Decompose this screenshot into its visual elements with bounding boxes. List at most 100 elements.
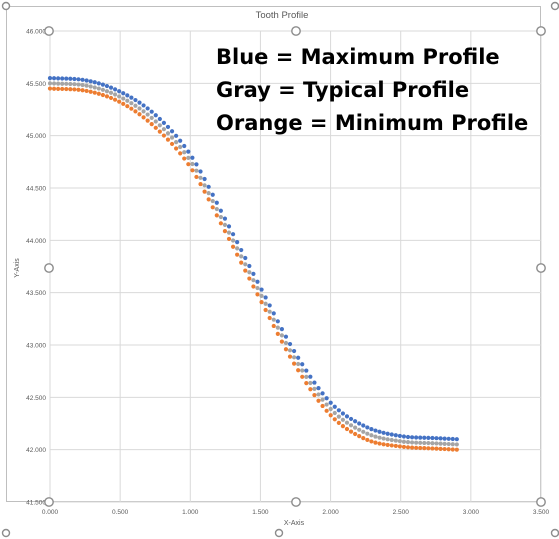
- orange-series-point: [255, 292, 260, 297]
- handle-bottom[interactable]: [291, 497, 301, 507]
- outer-handle-bottom-left[interactable]: [1, 528, 11, 538]
- blue-series-point: [174, 133, 179, 138]
- gray-series-point: [56, 81, 61, 86]
- data-points: [47, 76, 459, 452]
- gray-series-point: [80, 82, 85, 88]
- orange-series-point: [198, 181, 203, 187]
- gray-series-point: [186, 155, 191, 161]
- chart-title: Tooth Profile: [256, 10, 309, 21]
- blue-series-point: [68, 76, 73, 81]
- y-axis-title: Y-Axis: [14, 258, 21, 278]
- orange-series-point: [340, 424, 346, 429]
- blue-series-point: [230, 232, 236, 237]
- blue-series-point: [133, 97, 138, 103]
- gray-series-point: [161, 127, 167, 132]
- blue-series-point: [409, 435, 415, 440]
- handle-top-right[interactable]: [536, 26, 546, 36]
- orange-series-point: [186, 162, 191, 167]
- gray-series-point: [190, 161, 195, 167]
- gray-series-point: [141, 109, 146, 114]
- handle-left[interactable]: [44, 263, 54, 273]
- orange-series-point: [287, 354, 293, 359]
- blue-series-point: [239, 247, 244, 253]
- gray-series-point: [389, 437, 394, 443]
- gray-series-point: [381, 436, 386, 441]
- blue-series-point: [430, 435, 435, 441]
- orange-series-point: [316, 398, 321, 403]
- y-tick-labels: 41.500 42.000 42.500 43.000 43.500 44.000 44.5…: [26, 29, 46, 507]
- orange-series-point: [357, 434, 362, 439]
- blue-series-point: [275, 319, 280, 324]
- y-tick-label: 42.500: [26, 395, 46, 402]
- blue-series-point: [401, 434, 407, 439]
- blue-series-point: [92, 80, 97, 85]
- blue-series-point: [361, 423, 366, 428]
- gray-series-point: [377, 435, 382, 440]
- gray-series-point: [92, 85, 97, 90]
- orange-series-point: [438, 446, 443, 451]
- gray-series-point: [178, 144, 183, 150]
- handle-bottom-right[interactable]: [536, 497, 546, 507]
- blue-series-point: [47, 76, 53, 81]
- gray-series-point: [365, 431, 370, 436]
- gray-series-point: [340, 417, 346, 422]
- orange-series-point: [68, 87, 73, 92]
- orange-series-point: [442, 446, 447, 452]
- gray-series-point: [145, 112, 150, 117]
- blue-series-point: [100, 82, 105, 87]
- handle-right[interactable]: [536, 263, 546, 273]
- orange-series-point: [336, 420, 341, 425]
- outer-handle-bottom[interactable]: [274, 528, 284, 538]
- gray-series-point: [296, 361, 301, 367]
- blue-series-point: [198, 169, 203, 174]
- blue-series-point: [194, 162, 199, 167]
- orange-series-point: [426, 446, 431, 451]
- gray-series-point: [72, 82, 77, 87]
- gray-series-point: [226, 230, 232, 235]
- orange-series-point: [112, 97, 118, 102]
- x-tick-label: 2.000: [322, 509, 339, 516]
- gray-series-point: [125, 98, 130, 103]
- blue-series-point: [117, 89, 122, 94]
- gray-series-point: [324, 402, 329, 407]
- orange-series-point: [60, 86, 65, 92]
- gray-series-point: [385, 437, 390, 442]
- orange-series-point: [328, 413, 333, 418]
- gray-series-point: [450, 442, 455, 447]
- orange-series-point: [129, 106, 134, 111]
- blue-series-point: [153, 113, 158, 118]
- outer-handle-top-left[interactable]: [1, 1, 11, 11]
- blue-series-point: [426, 435, 431, 440]
- blue-series-point: [365, 425, 370, 430]
- gray-series-point: [117, 94, 122, 99]
- gray-series-point: [279, 333, 284, 338]
- gray-series-point: [397, 439, 402, 444]
- blue-series-point: [381, 430, 386, 435]
- orange-series-point: [279, 339, 284, 344]
- blue-series-point: [393, 433, 398, 438]
- blue-series-point: [190, 155, 195, 160]
- orange-series-point: [369, 439, 374, 444]
- blue-series-point: [255, 279, 260, 284]
- orange-series-point: [214, 213, 219, 218]
- outer-handle-bottom-right[interactable]: [550, 528, 559, 538]
- blue-series-point: [414, 435, 419, 440]
- gray-series-point: [153, 119, 158, 124]
- blue-series-point: [344, 414, 350, 419]
- orange-series-point: [271, 323, 276, 329]
- handle-bottom-left[interactable]: [44, 497, 54, 507]
- handle-top-left[interactable]: [44, 26, 54, 36]
- gray-series-point: [409, 440, 415, 445]
- orange-series-point: [304, 381, 309, 386]
- orange-series-point: [361, 436, 366, 441]
- blue-series-point: [442, 436, 447, 441]
- outer-handle-top-right[interactable]: [550, 1, 559, 11]
- blue-series-point: [222, 216, 228, 221]
- blue-series-point: [76, 77, 81, 82]
- orange-series-point: [414, 445, 419, 450]
- handle-top[interactable]: [291, 26, 301, 36]
- annotation-orange: Orange = Minimum Profile: [216, 111, 528, 135]
- blue-series-point: [385, 431, 390, 436]
